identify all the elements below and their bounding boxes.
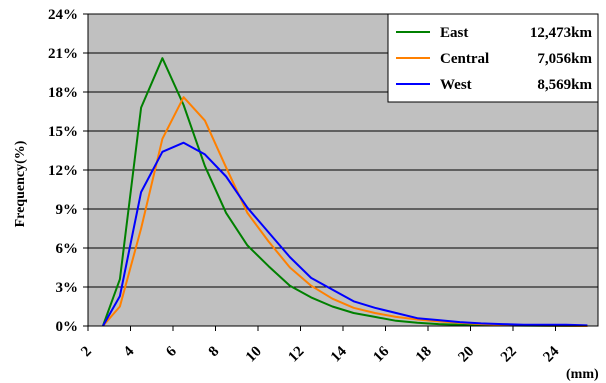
y-tick-label: 0% <box>56 319 79 335</box>
y-tick-label: 24% <box>48 7 78 23</box>
x-tick-label: 24 <box>540 343 562 365</box>
x-tick-label: 2 <box>78 344 95 361</box>
x-tick-label: 22 <box>498 344 520 366</box>
x-tick-label: 18 <box>413 344 435 366</box>
legend-series-total: 12,473km <box>530 25 593 41</box>
series-layer <box>101 57 588 327</box>
y-tick-label: 6% <box>56 241 79 257</box>
x-tick-label: 20 <box>455 344 477 366</box>
x-tick-label: 10 <box>243 344 265 366</box>
legend-box <box>387 13 599 103</box>
x-tick-label: 16 <box>370 343 392 365</box>
x-tick-label: 8 <box>206 344 223 361</box>
x-tick-label: 12 <box>285 344 307 366</box>
y-tick-label: 9% <box>56 202 79 218</box>
legend-series-name: East <box>440 25 468 41</box>
y-tick-label: 3% <box>56 280 79 296</box>
y-tick-label: 15% <box>48 124 78 140</box>
y-axis: 0% 3% 6% 9% 12% 15% 18% 21% 24% <box>48 7 88 335</box>
x-tick-label: 6 <box>163 343 180 360</box>
legend-series-name: West <box>440 77 472 93</box>
x-tick-label: 14 <box>328 343 350 365</box>
x-tick-label: 4 <box>121 343 138 360</box>
series-line-west <box>102 141 588 327</box>
y-tick-label: 12% <box>48 163 78 179</box>
x-axis-unit-label: (mm) <box>566 367 599 382</box>
y-axis-title: Frequency(%) <box>13 140 28 227</box>
x-axis: 2 4 6 8 10 12 14 16 18 20 22 24 <box>78 326 563 366</box>
legend-series-name: Central <box>440 51 489 67</box>
legend-series-total: 7,056km <box>537 51 592 67</box>
y-tick-label: 18% <box>48 85 78 101</box>
legend: East 12,473km Central 7,056km West 8,569km <box>387 13 599 103</box>
legend-series-total: 8,569km <box>537 77 592 93</box>
y-tick-label: 21% <box>48 46 78 62</box>
